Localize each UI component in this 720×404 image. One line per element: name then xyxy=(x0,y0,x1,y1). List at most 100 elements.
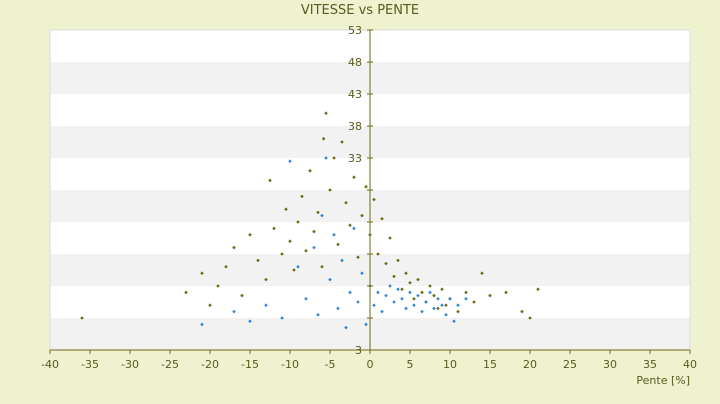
data-point xyxy=(360,213,364,218)
x-tick-label: -30 xyxy=(121,358,139,371)
data-point xyxy=(356,300,360,304)
data-point xyxy=(380,309,384,314)
data-point xyxy=(408,281,412,285)
data-point xyxy=(232,245,236,250)
data-point xyxy=(504,290,508,295)
data-point xyxy=(436,306,440,311)
data-point xyxy=(376,290,380,295)
data-point xyxy=(412,297,416,301)
data-point xyxy=(316,313,320,317)
data-point xyxy=(352,175,356,179)
x-tick-label: 25 xyxy=(563,358,577,371)
data-point xyxy=(348,223,352,227)
data-point xyxy=(388,236,392,240)
data-point xyxy=(248,233,252,237)
data-point xyxy=(208,303,212,307)
x-tick-label: -35 xyxy=(81,358,99,371)
data-point xyxy=(284,207,288,211)
y-tick-label: 48 xyxy=(348,56,362,69)
x-tick-label: 10 xyxy=(443,358,457,371)
data-point xyxy=(340,140,344,144)
data-point xyxy=(392,274,396,279)
data-point xyxy=(308,169,312,173)
data-point xyxy=(232,309,236,314)
x-tick-label: -5 xyxy=(325,358,336,371)
y-tick-label: 38 xyxy=(348,120,362,133)
x-tick-label: -25 xyxy=(161,358,179,371)
data-point xyxy=(464,290,468,295)
data-point xyxy=(456,309,460,314)
x-tick-label: -40 xyxy=(41,358,59,371)
data-point xyxy=(332,233,336,237)
data-point xyxy=(456,303,460,307)
data-point xyxy=(248,319,252,323)
data-point xyxy=(312,229,316,234)
data-point xyxy=(80,316,84,320)
data-point xyxy=(464,297,468,301)
data-point xyxy=(536,287,540,291)
data-point xyxy=(436,297,440,301)
data-point xyxy=(304,297,308,301)
data-point xyxy=(480,271,484,275)
chart-title: VITESSE vs PENTE xyxy=(301,3,419,18)
x-tick-label: 15 xyxy=(483,358,497,371)
data-point xyxy=(328,188,332,192)
data-point xyxy=(336,242,340,247)
x-tick-label: -15 xyxy=(241,358,259,371)
data-point xyxy=(360,271,364,275)
data-point xyxy=(448,297,452,301)
data-point xyxy=(340,258,344,263)
data-point xyxy=(488,293,492,298)
data-point xyxy=(452,319,456,323)
data-point xyxy=(216,284,220,288)
data-point xyxy=(184,290,188,295)
axes: -40 -35 -30 -25 -20 -15 -10 -5 0 5 10 15 20 25 30 35 40 3… xyxy=(41,24,697,371)
y-tick-label: 33 xyxy=(348,152,362,165)
data-point xyxy=(416,293,420,298)
data-point xyxy=(420,309,424,314)
data-point xyxy=(372,303,376,307)
data-point xyxy=(424,300,428,304)
data-point xyxy=(332,156,336,160)
data-point xyxy=(420,290,424,295)
data-point xyxy=(264,303,268,307)
data-point xyxy=(356,255,360,259)
data-point xyxy=(300,194,304,199)
data-point xyxy=(200,271,204,275)
data-point xyxy=(224,265,228,269)
data-point xyxy=(396,258,400,263)
x-tick-label: 30 xyxy=(603,358,617,371)
data-point xyxy=(520,309,524,314)
data-point xyxy=(288,239,292,243)
data-point xyxy=(444,303,448,307)
data-point xyxy=(408,290,412,295)
data-point xyxy=(324,156,328,160)
data-point xyxy=(348,290,352,295)
data-point xyxy=(380,217,384,221)
data-point xyxy=(432,306,436,311)
data-point xyxy=(240,293,244,298)
x-tick-label: 35 xyxy=(643,358,657,371)
data-point xyxy=(376,252,380,256)
data-point xyxy=(404,271,408,275)
data-point xyxy=(288,159,292,163)
data-point xyxy=(392,300,396,304)
data-point xyxy=(321,137,326,141)
data-point xyxy=(272,226,276,231)
data-point xyxy=(364,185,368,189)
data-point xyxy=(256,258,260,263)
data-point xyxy=(400,297,404,301)
data-point xyxy=(264,277,268,282)
data-point xyxy=(388,284,392,288)
x-tick-label: 20 xyxy=(523,358,537,371)
x-tick-label: -20 xyxy=(201,358,219,371)
data-point xyxy=(344,201,348,205)
y-tick-label: 43 xyxy=(348,88,362,101)
data-point xyxy=(372,197,376,202)
data-point xyxy=(280,252,284,256)
data-point xyxy=(400,287,404,291)
x-tick-label: -10 xyxy=(281,358,299,371)
data-point xyxy=(328,277,332,282)
